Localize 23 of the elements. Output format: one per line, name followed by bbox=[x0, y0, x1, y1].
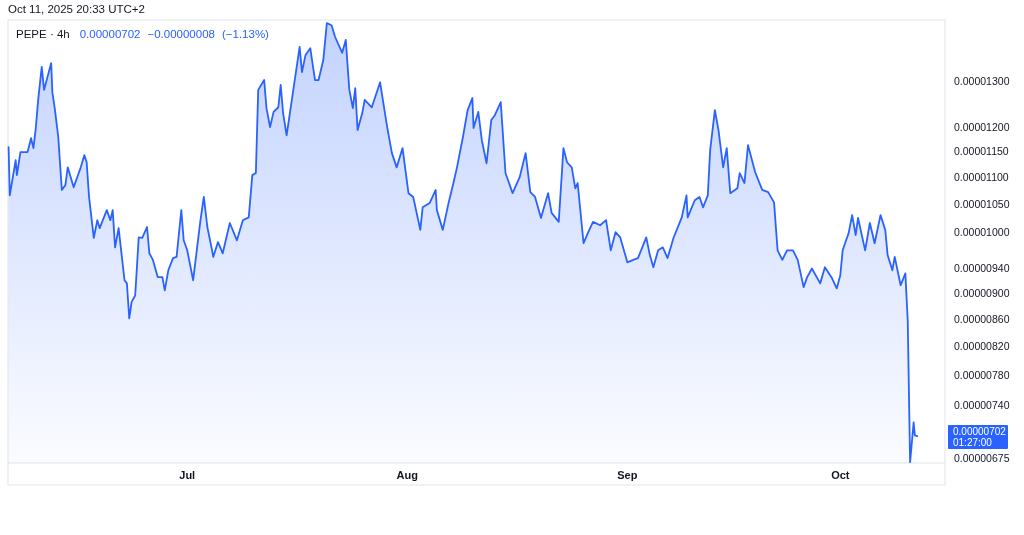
y-tick-label: 0.00000780 bbox=[954, 369, 1010, 382]
annotation: −0.00000008 bbox=[147, 28, 215, 40]
x-tick-label: Aug bbox=[396, 469, 418, 481]
x-tick-label: Jul bbox=[179, 469, 196, 481]
y-tick-label: 0.00000675 bbox=[954, 452, 1010, 465]
y-tick-label: 0.00000900 bbox=[954, 286, 1010, 299]
y-tick-label: 0.00001050 bbox=[954, 197, 1010, 210]
x-tick-label: Oct bbox=[831, 469, 850, 481]
text: PEPE · 4h bbox=[16, 28, 70, 40]
y-tick-label: 0.00000860 bbox=[954, 312, 1010, 325]
y-tick-label: 0.00001000 bbox=[954, 225, 1010, 238]
x-tick-label: Sep bbox=[617, 469, 638, 481]
y-tick-label: 0.00000940 bbox=[954, 261, 1010, 274]
y-tick-label: 0.00001150 bbox=[954, 145, 1009, 158]
y-tick-label: 0.00001300 bbox=[954, 74, 1010, 87]
y-tick-label: 0.00000820 bbox=[954, 340, 1010, 353]
text: Oct 11, 2025 20:33 UTC+2 bbox=[8, 3, 145, 15]
y-tick-label: 0.00001100 bbox=[954, 170, 1009, 183]
y-tick-label: 0.00000740 bbox=[954, 399, 1010, 412]
annotation: (−1.13%) bbox=[221, 28, 270, 40]
y-tick-label: 0.00001200 bbox=[954, 120, 1010, 133]
annotation: 0.00000702 bbox=[79, 28, 141, 40]
text: 0.00000702 01:27:00 bbox=[953, 426, 1007, 449]
